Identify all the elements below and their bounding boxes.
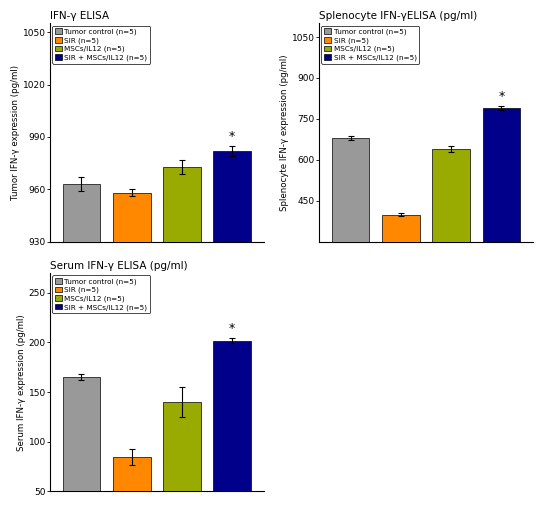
- Bar: [213, 151, 251, 242]
- Bar: [163, 167, 201, 242]
- Y-axis label: Tumor IFN-γ expression (pg/ml): Tumor IFN-γ expression (pg/ml): [11, 65, 20, 200]
- Text: *: *: [229, 130, 235, 143]
- Bar: [332, 138, 370, 242]
- Bar: [113, 457, 150, 491]
- Legend: Tumor control (n=5), SIR (n=5), MSCs/IL12 (n=5), SIR + MSCs/IL12 (n=5): Tumor control (n=5), SIR (n=5), MSCs/IL1…: [52, 25, 150, 64]
- Bar: [382, 214, 420, 242]
- Bar: [63, 377, 100, 491]
- Text: *: *: [498, 90, 504, 103]
- Text: Serum IFN-γ ELISA (pg/ml): Serum IFN-γ ELISA (pg/ml): [50, 261, 188, 271]
- Y-axis label: Serum IFN-γ expression (pg/ml): Serum IFN-γ expression (pg/ml): [17, 314, 26, 450]
- Legend: Tumor control (n=5), SIR (n=5), MSCs/IL12 (n=5), SIR + MSCs/IL12 (n=5): Tumor control (n=5), SIR (n=5), MSCs/IL1…: [321, 25, 420, 64]
- Bar: [63, 184, 100, 242]
- Bar: [163, 402, 201, 491]
- Bar: [113, 193, 150, 242]
- Text: IFN-γ ELISA: IFN-γ ELISA: [50, 11, 109, 21]
- Text: Splenocyte IFN-γELISA (pg/ml): Splenocyte IFN-γELISA (pg/ml): [319, 11, 477, 21]
- Y-axis label: Splenocyte IFN-γ expression (pg/ml): Splenocyte IFN-γ expression (pg/ml): [280, 55, 289, 211]
- Bar: [482, 108, 520, 242]
- Bar: [213, 341, 251, 491]
- Bar: [432, 149, 470, 242]
- Text: *: *: [229, 322, 235, 335]
- Legend: Tumor control (n=5), SIR (n=5), MSCs/IL12 (n=5), SIR + MSCs/IL12 (n=5): Tumor control (n=5), SIR (n=5), MSCs/IL1…: [52, 275, 150, 314]
